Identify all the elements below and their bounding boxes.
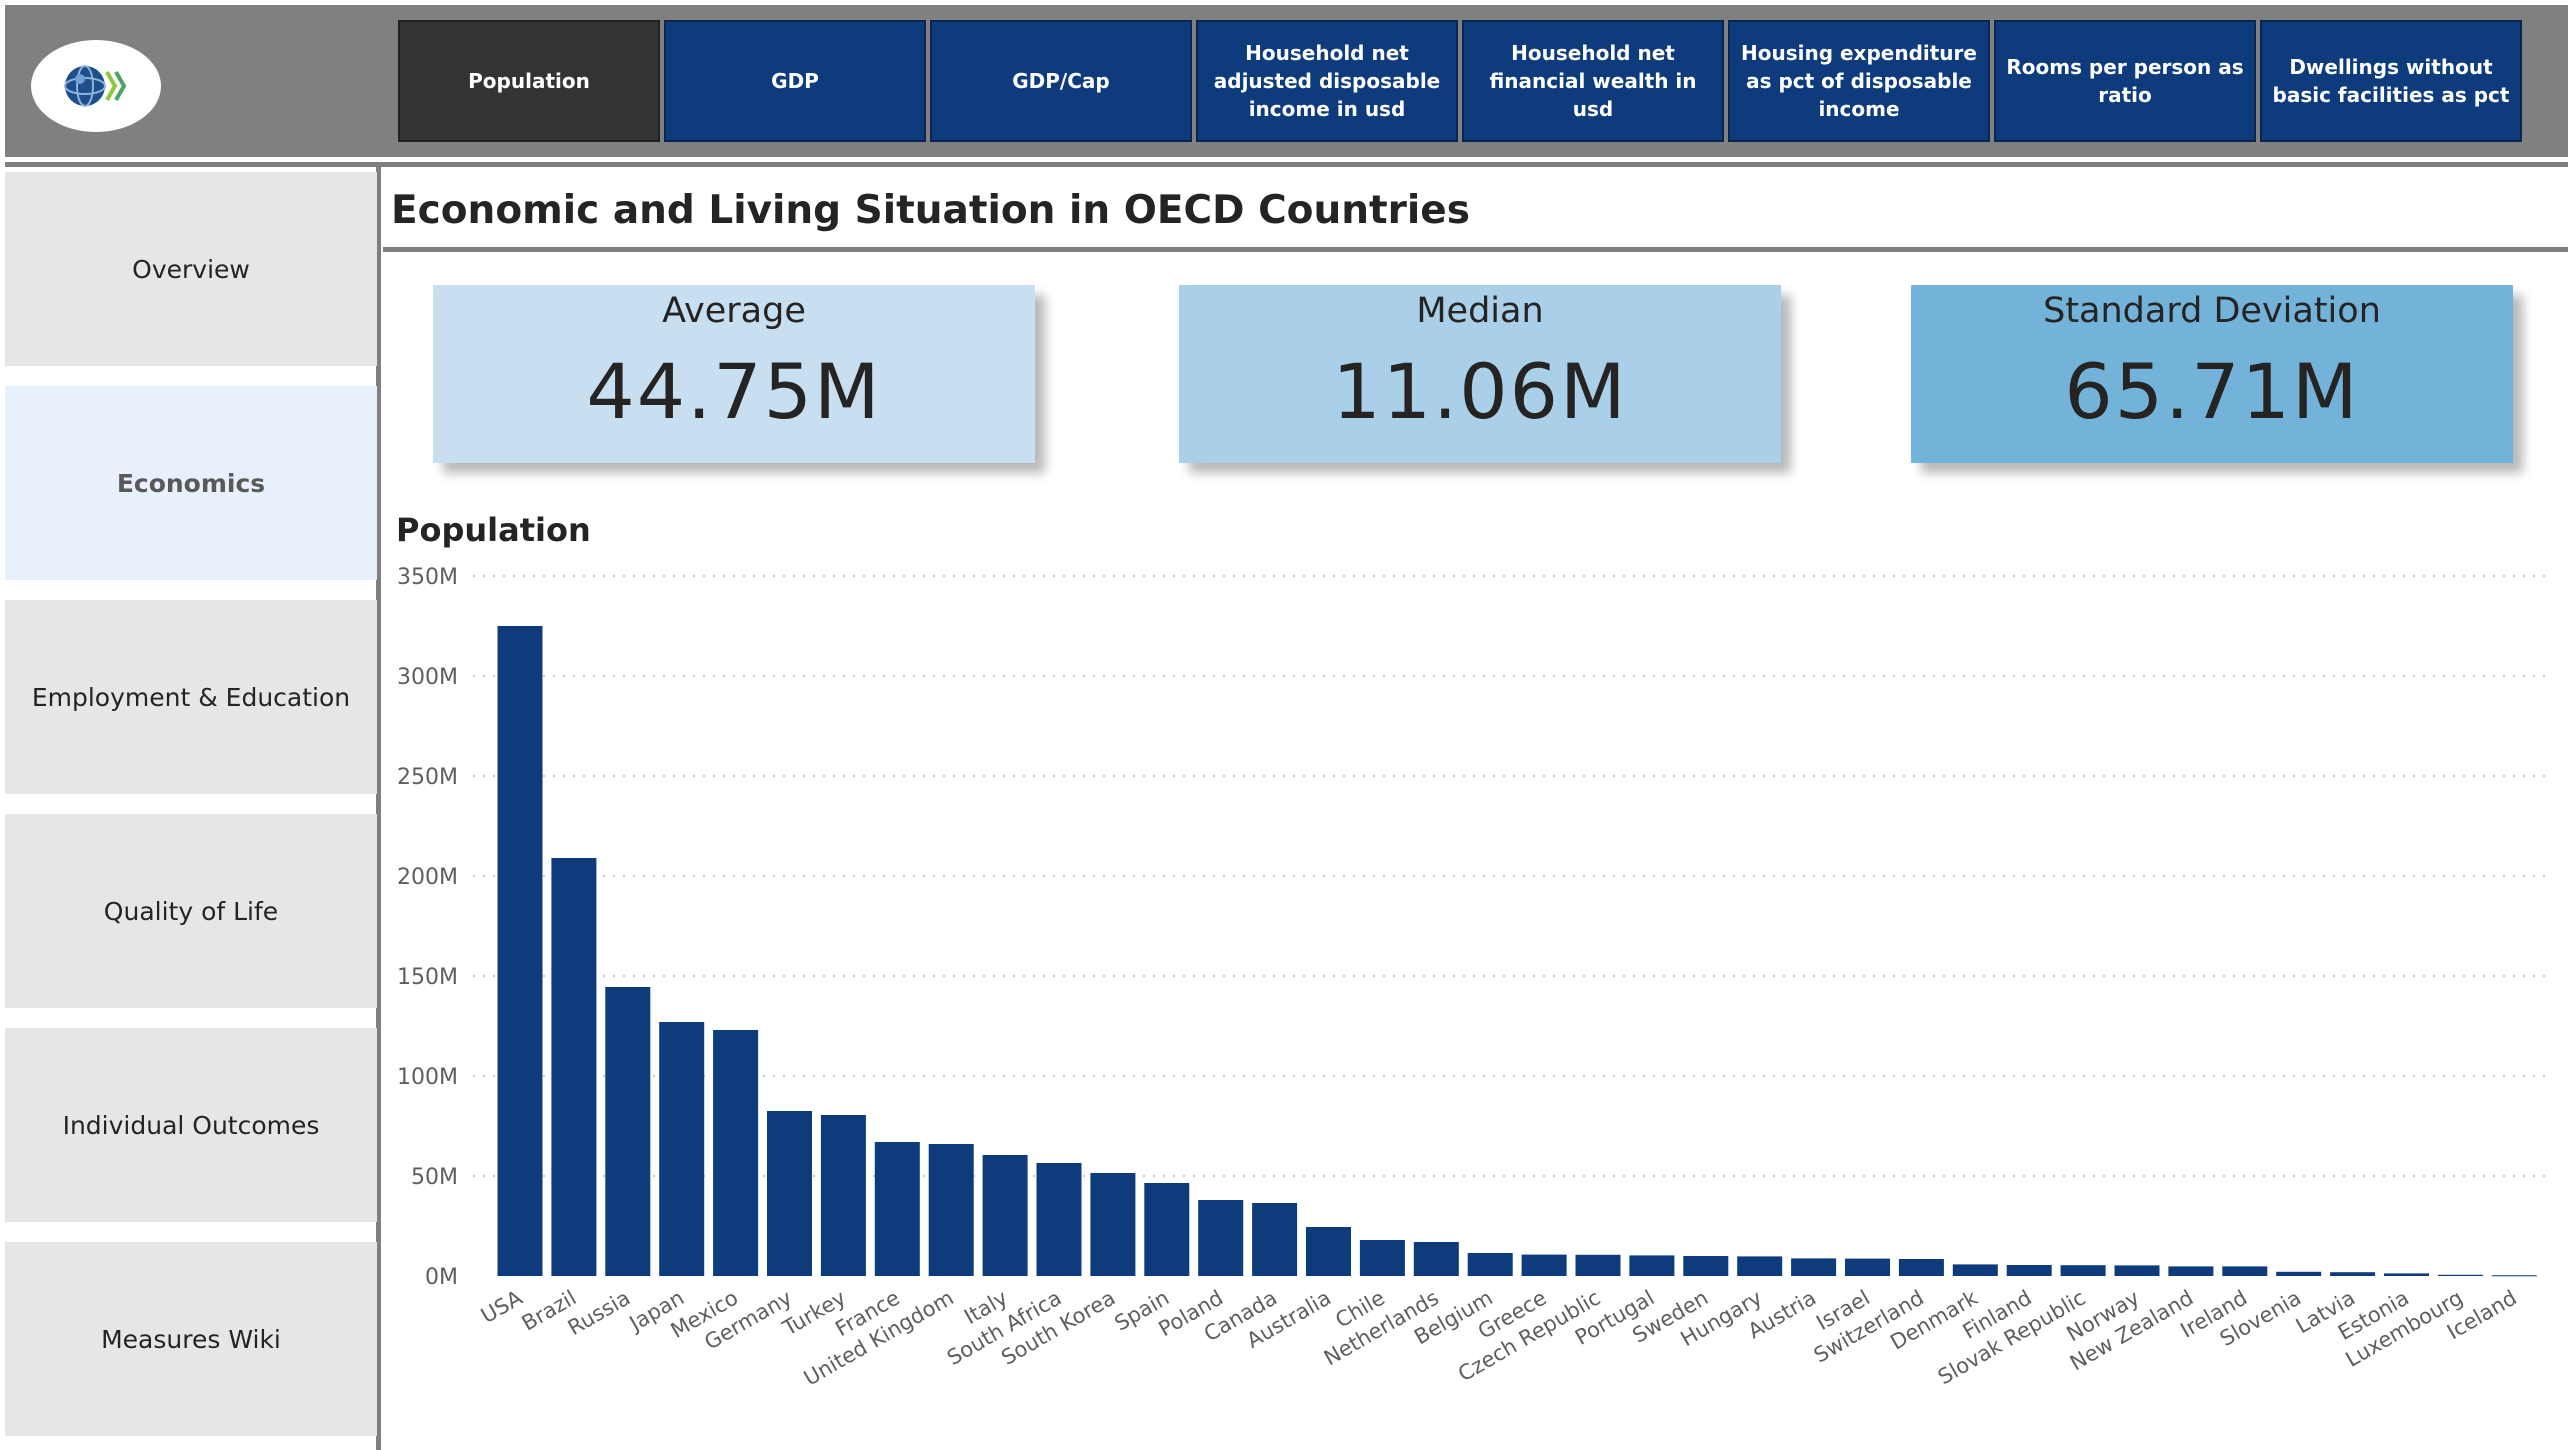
bar-canada[interactable] [1252, 1203, 1298, 1276]
title-divider [383, 247, 2568, 252]
bar-estonia[interactable] [2384, 1273, 2429, 1276]
tab-household-financial-wealth[interactable]: Household net financial wealth in usd [1462, 20, 1724, 142]
bar-austria[interactable] [1791, 1258, 1837, 1276]
bar-italy[interactable] [982, 1155, 1028, 1276]
sidebar-item-economics[interactable]: Economics [5, 386, 377, 580]
kpi-label: Standard Deviation [2043, 291, 2381, 331]
sidebar-item-employment-education[interactable]: Employment & Education [5, 600, 377, 794]
bar-chile[interactable] [1359, 1240, 1405, 1276]
bar-israel[interactable] [1845, 1258, 1890, 1276]
bar-spain[interactable] [1144, 1183, 1190, 1276]
sidebar-item-individual-outcomes[interactable]: Individual Outcomes [5, 1028, 377, 1222]
y-tick-label: 0M [425, 1265, 458, 1290]
header-divider [5, 162, 2568, 167]
sidebar-divider [376, 167, 381, 1450]
bar-hungary[interactable] [1737, 1256, 1783, 1276]
chart-title: Population [396, 511, 591, 549]
kpi-value: 65.71M [2064, 347, 2360, 436]
bar-luxembourg[interactable] [2437, 1274, 2483, 1276]
y-tick-label: 200M [397, 865, 458, 890]
bar-australia[interactable] [1306, 1227, 1351, 1276]
bar-new-zealand[interactable] [2168, 1266, 2214, 1276]
kpi-card-standard-deviation: Standard Deviation 65.71M [1911, 285, 2513, 463]
bar-turkey[interactable] [820, 1115, 866, 1276]
bar-sweden[interactable] [1683, 1256, 1729, 1276]
bar-japan[interactable] [659, 1022, 705, 1276]
page-title: Economic and Living Situation in OECD Co… [391, 188, 1470, 233]
y-tick-label: 100M [397, 1065, 458, 1090]
bar-south-africa[interactable] [1036, 1163, 1082, 1276]
bar-netherlands[interactable] [1413, 1242, 1459, 1276]
tab-population[interactable]: Population [398, 20, 660, 142]
chart-bars [497, 626, 2537, 1277]
bar-south-korea[interactable] [1090, 1173, 1136, 1276]
kpi-value: 44.75M [586, 347, 882, 436]
oecd-logo [31, 40, 161, 132]
sidebar-item-measures-wiki[interactable]: Measures Wiki [5, 1242, 377, 1436]
bar-slovenia[interactable] [2276, 1271, 2322, 1276]
bar-brazil[interactable] [551, 858, 597, 1276]
y-tick-label: 250M [397, 765, 458, 790]
tab-gdp[interactable]: GDP [664, 20, 926, 142]
bar-usa[interactable] [497, 626, 543, 1276]
bar-denmark[interactable] [1952, 1264, 1998, 1276]
bar-norway[interactable] [2114, 1265, 2160, 1276]
bar-mexico[interactable] [713, 1030, 759, 1276]
sidebar-item-quality-of-life[interactable]: Quality of Life [5, 814, 377, 1008]
y-tick-label: 150M [397, 965, 458, 990]
metric-tabs: Population GDP GDP/Cap Household net adj… [398, 20, 2522, 142]
tab-gdp-per-cap[interactable]: GDP/Cap [930, 20, 1192, 142]
bar-ireland[interactable] [2222, 1266, 2268, 1276]
bar-finland[interactable] [2006, 1265, 2052, 1276]
bar-iceland[interactable] [2491, 1275, 2537, 1277]
bar-russia[interactable] [605, 987, 651, 1276]
bar-united-kingdom[interactable] [928, 1144, 974, 1276]
kpi-value: 11.06M [1332, 347, 1628, 436]
kpi-label: Average [662, 291, 806, 331]
bar-greece[interactable] [1521, 1254, 1567, 1276]
tab-housing-expenditure[interactable]: Housing expenditure as pct of disposable… [1728, 20, 1990, 142]
tab-dwellings-without-facilities[interactable]: Dwellings without basic facilities as pc… [2260, 20, 2522, 142]
kpi-card-median: Median 11.06M [1179, 285, 1781, 463]
bar-france[interactable] [874, 1142, 920, 1276]
x-tick-label: Russia [564, 1286, 634, 1341]
bar-germany[interactable] [767, 1111, 812, 1276]
bar-slovak-republic[interactable] [2060, 1265, 2106, 1276]
chart-gridlines [473, 575, 2548, 1177]
x-tick-label: USA [477, 1285, 527, 1328]
y-tick-label: 300M [397, 665, 458, 690]
bar-portugal[interactable] [1629, 1255, 1675, 1276]
bar-latvia[interactable] [2330, 1272, 2376, 1276]
tab-household-disposable-income[interactable]: Household net adjusted disposable income… [1196, 20, 1458, 142]
bar-czech-republic[interactable] [1575, 1254, 1621, 1276]
kpi-card-average: Average 44.75M [433, 285, 1035, 463]
tab-rooms-per-person[interactable]: Rooms per person as ratio [1994, 20, 2256, 142]
bar-belgium[interactable] [1467, 1253, 1513, 1276]
y-tick-label: 50M [411, 1165, 458, 1190]
bar-poland[interactable] [1198, 1200, 1244, 1276]
oecd-globe-icon [64, 65, 127, 107]
y-tick-label: 350M [397, 565, 458, 590]
y-axis-ticks: 0M 50M 100M 150M 200M 250M 300M 350M [397, 565, 458, 1290]
kpi-label: Median [1416, 291, 1544, 331]
bar-switzerland[interactable] [1898, 1259, 1944, 1276]
x-axis-ticks: USABrazilRussiaJapanMexicoGermanyTurkeyF… [477, 1285, 2521, 1390]
sidebar-item-overview[interactable]: Overview [5, 172, 377, 366]
